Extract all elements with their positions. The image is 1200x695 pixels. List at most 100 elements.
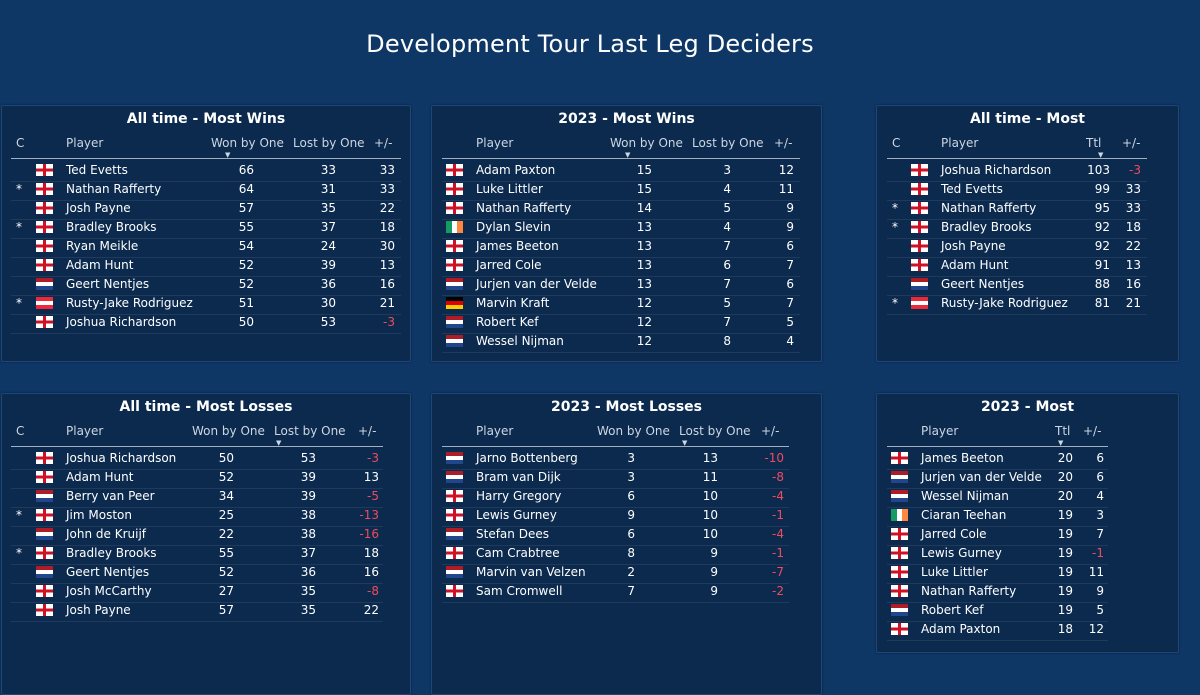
column-header[interactable]: Ttl: [1086, 136, 1102, 150]
player-name: Harry Gregory: [476, 489, 562, 503]
lost-value: 6: [723, 258, 731, 272]
plus-minus-value: -1: [772, 546, 784, 560]
player-name: Robert Kef: [476, 315, 539, 329]
player-name: Jarred Cole: [476, 258, 542, 272]
plus-minus-value: -4: [772, 489, 784, 503]
ttl-value: 103: [1087, 163, 1110, 177]
plus-minus-value: 22: [379, 201, 395, 215]
column-header[interactable]: Lost by One: [692, 136, 764, 150]
column-header[interactable]: Player: [941, 136, 979, 150]
player-name: James Beeton: [476, 239, 559, 253]
table-row: * Nathan Rafferty 95 33: [887, 200, 1147, 220]
lost-value: 31: [320, 182, 336, 196]
plus-minus-value: 7: [1096, 527, 1104, 541]
plus-minus-value: 6: [1096, 470, 1104, 484]
lost-value: 8: [723, 334, 731, 348]
column-header[interactable]: +/-: [774, 136, 793, 150]
lost-value: 13: [702, 451, 718, 465]
column-header[interactable]: +/-: [761, 424, 780, 438]
table-row: * Nathan Rafferty 64 31 33: [11, 181, 401, 201]
table-panel: All time - Most Losses C Player Won by One L…: [1, 393, 411, 695]
player-name: Jarred Cole: [921, 527, 987, 541]
player-name: Nathan Rafferty: [921, 584, 1017, 598]
sort-desc-icon[interactable]: ▼: [1058, 439, 1064, 447]
england-flag-icon: [446, 202, 463, 214]
austria-flag-icon: [36, 297, 53, 309]
ttl-value: 19: [1057, 565, 1073, 579]
panel-title: 2023 - Most Wins: [558, 111, 695, 127]
table-row: * Bradley Brooks 92 18: [887, 219, 1147, 239]
england-flag-icon: [446, 259, 463, 271]
won-value: 57: [238, 201, 254, 215]
sort-desc-icon[interactable]: ▼: [682, 439, 688, 447]
england-flag-icon: [36, 585, 53, 597]
column-header[interactable]: Won by One: [192, 424, 265, 438]
table-panel: 2023 - Most Player Ttl ▼ +/- James Beeton 20 6 J…: [876, 393, 1179, 653]
player-name: Adam Hunt: [66, 258, 134, 272]
plus-minus-value: 6: [786, 277, 794, 291]
column-header[interactable]: Won by One: [610, 136, 683, 150]
column-header[interactable]: Ttl: [1055, 424, 1071, 438]
plus-minus-value: 22: [1125, 239, 1141, 253]
column-header[interactable]: Lost by One: [274, 424, 346, 438]
header-divider: [887, 446, 1108, 447]
table-row: Wessel Nijman 20 4: [887, 488, 1108, 508]
column-header[interactable]: Won by One: [211, 136, 284, 150]
player-name: Josh Payne: [941, 239, 1006, 253]
player-name: Nathan Rafferty: [941, 201, 1037, 215]
column-header[interactable]: Lost by One: [679, 424, 751, 438]
column-header[interactable]: +/-: [358, 424, 377, 438]
table-row: Ted Evetts 99 33: [887, 181, 1147, 201]
sort-desc-icon[interactable]: ▼: [225, 151, 231, 159]
plus-minus-value: -2: [772, 584, 784, 598]
ttl-value: 92: [1094, 239, 1110, 253]
netherlands-flag-icon: [911, 278, 928, 290]
column-header[interactable]: +/-: [1122, 136, 1141, 150]
sort-desc-icon[interactable]: ▼: [276, 439, 282, 447]
plus-minus-value: -8: [367, 584, 379, 598]
table-row: Jarred Cole 13 6 7: [442, 257, 800, 277]
column-header[interactable]: +/-: [1083, 424, 1102, 438]
ttl-value: 19: [1057, 508, 1073, 522]
won-value: 12: [636, 296, 652, 310]
table-panel: 2023 - Most Losses Player Won by One Lost b…: [431, 393, 822, 695]
player-name: Jarno Bottenberg: [476, 451, 578, 465]
player-name: Bradley Brooks: [941, 220, 1032, 234]
panel-title: All time - Most Wins: [126, 111, 286, 127]
column-header[interactable]: C: [16, 136, 25, 150]
plus-minus-value: 21: [379, 296, 395, 310]
sort-desc-icon[interactable]: ▼: [625, 151, 631, 159]
won-value: 15: [636, 182, 652, 196]
column-header[interactable]: Player: [66, 424, 104, 438]
column-header[interactable]: Player: [476, 424, 514, 438]
lost-value: 37: [300, 546, 316, 560]
plus-minus-value: 16: [363, 565, 379, 579]
won-value: 50: [218, 451, 234, 465]
column-header[interactable]: C: [892, 136, 901, 150]
england-flag-icon: [36, 240, 53, 252]
plus-minus-value: -1: [772, 508, 784, 522]
player-name: Adam Hunt: [941, 258, 1009, 272]
won-value: 51: [238, 296, 254, 310]
player-name: Nathan Rafferty: [476, 201, 572, 215]
player-name: Ted Evetts: [66, 163, 128, 177]
ttl-value: 88: [1094, 277, 1110, 291]
column-header[interactable]: +/-: [374, 136, 393, 150]
ttl-value: 95: [1094, 201, 1110, 215]
column-header[interactable]: Won by One: [597, 424, 670, 438]
table-row: Joshua Richardson 50 53 -3: [11, 450, 383, 470]
captain-marker: *: [16, 508, 22, 522]
sort-desc-icon[interactable]: ▼: [1098, 151, 1104, 159]
plus-minus-value: 9: [786, 220, 794, 234]
netherlands-flag-icon: [36, 566, 53, 578]
column-header[interactable]: Lost by One: [293, 136, 365, 150]
plus-minus-value: 7: [786, 258, 794, 272]
won-value: 50: [238, 315, 254, 329]
england-flag-icon: [446, 183, 463, 195]
england-flag-icon: [446, 240, 463, 252]
column-header[interactable]: C: [16, 424, 25, 438]
column-header[interactable]: Player: [476, 136, 514, 150]
panel-title: 2023 - Most Losses: [550, 399, 702, 415]
column-header[interactable]: Player: [66, 136, 104, 150]
column-header[interactable]: Player: [921, 424, 959, 438]
